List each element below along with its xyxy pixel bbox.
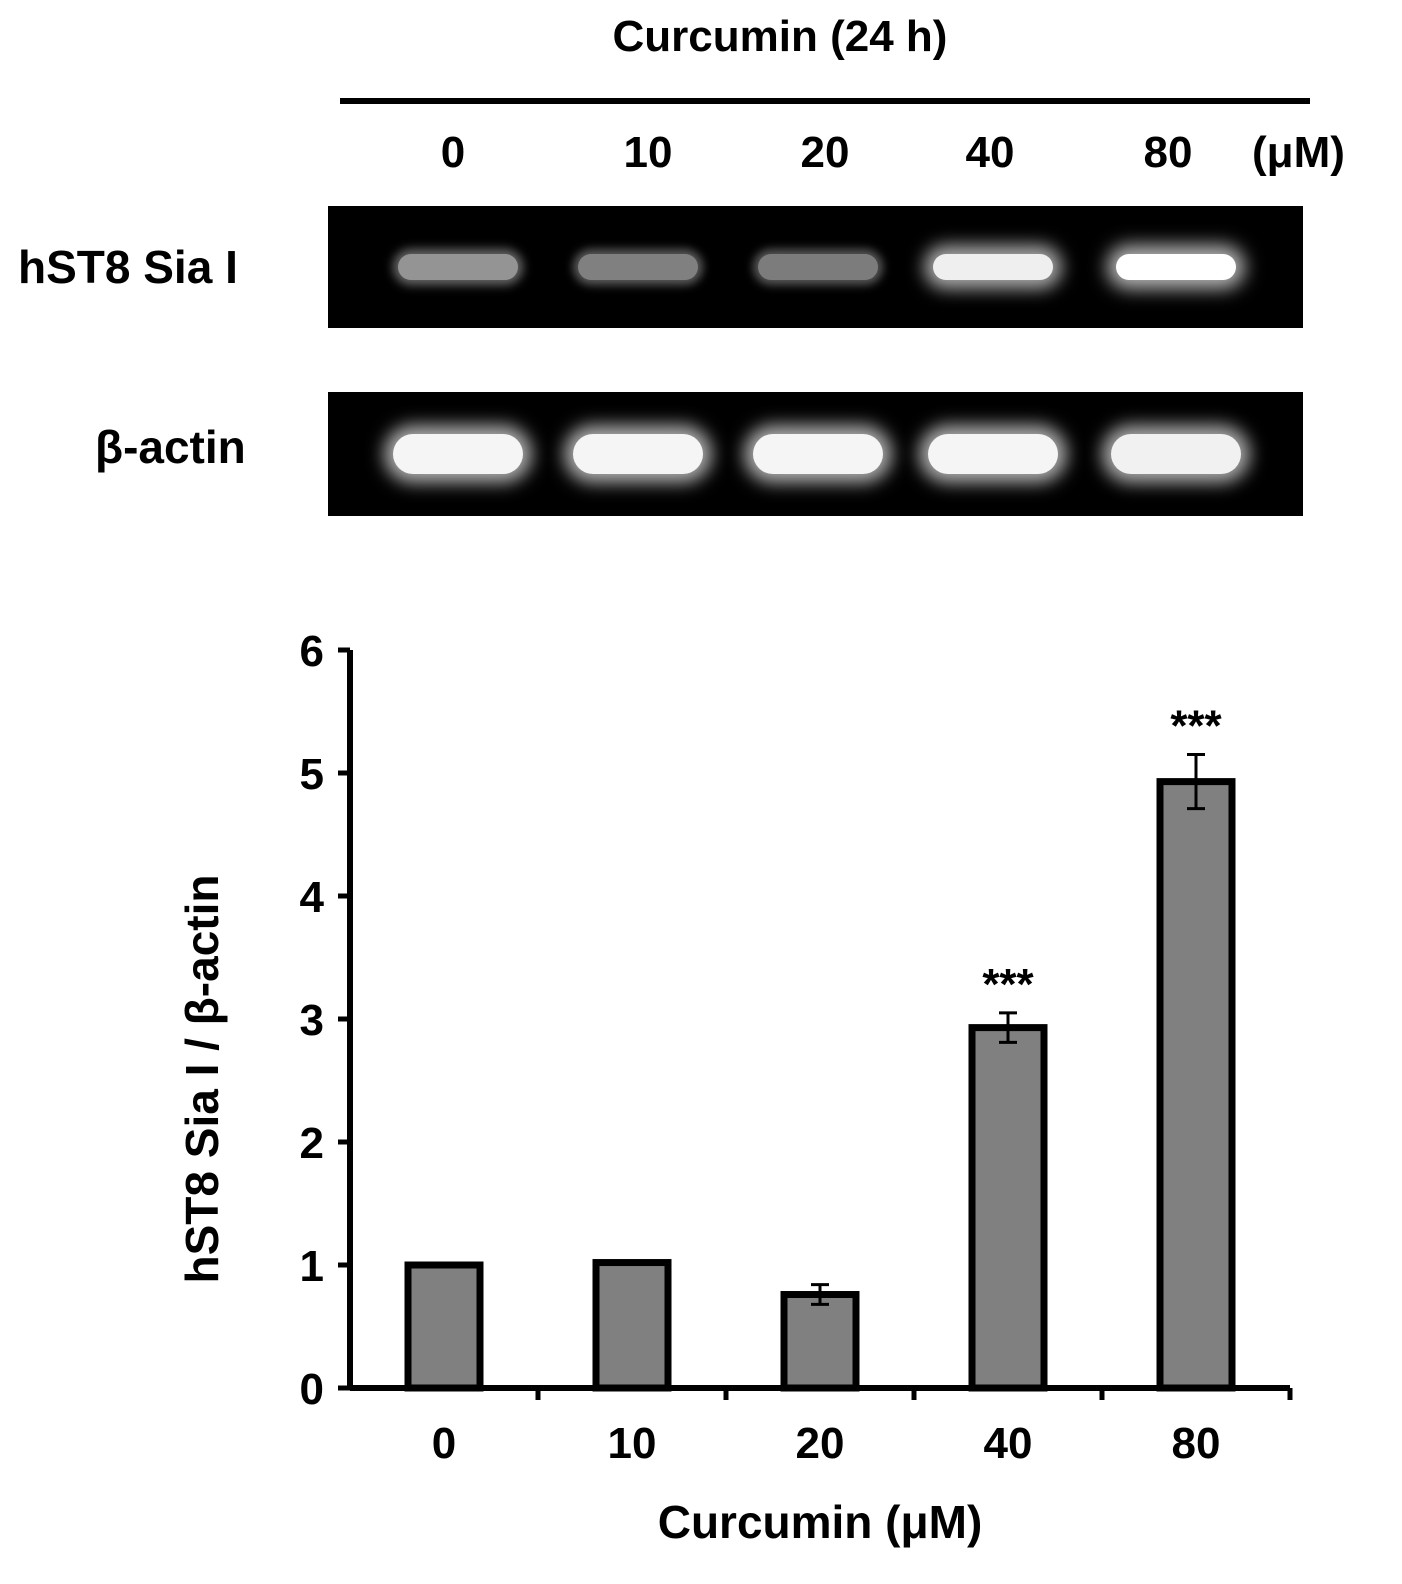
x-tick-label-20: 20 <box>796 1419 845 1468</box>
gel-band-actin-4 <box>1111 434 1241 474</box>
gel-band-actin-3 <box>928 434 1058 474</box>
x-tick-label-40: 40 <box>984 1419 1033 1468</box>
dose-label-10: 10 <box>623 128 673 177</box>
dose-label-0: 0 <box>440 128 466 177</box>
gel-band-actin-0 <box>393 434 523 474</box>
gel-band-actin-2 <box>753 434 883 474</box>
significance-label-40: *** <box>982 960 1034 1009</box>
y-axis-label: hST8 Sia I / β-actin <box>176 875 228 1284</box>
bar-chart: *** *** 0 10 20 40 80 0 1 2 3 4 5 6 Curcumin (μM) hST8… <box>176 627 1293 1548</box>
treatment-bar-line <box>340 98 1310 104</box>
y-tick-label-1: 1 <box>300 1242 324 1291</box>
x-axis-label: Curcumin (μM) <box>658 1496 983 1548</box>
y-tick-label-0: 0 <box>300 1365 324 1414</box>
x-tick-label-0: 0 <box>432 1419 456 1468</box>
y-tick-label-5: 5 <box>300 750 324 799</box>
gel-band-actin-1 <box>573 434 703 474</box>
gel-band-hst8-0 <box>398 254 518 280</box>
bar-40 <box>968 1024 1048 1392</box>
gel-label-hst8: hST8 Sia I <box>18 241 238 293</box>
x-tick-label-80: 80 <box>1172 1419 1221 1468</box>
y-tick-label-6: 6 <box>300 627 324 676</box>
dose-label-80: 80 <box>1143 128 1193 177</box>
bar-0 <box>404 1261 484 1392</box>
dose-label-40: 40 <box>965 128 1015 177</box>
gel-image-hst8 <box>328 206 1303 328</box>
y-tick-label-4: 4 <box>300 873 325 922</box>
y-tick-label-3: 3 <box>300 996 324 1045</box>
bar-80 <box>1156 778 1236 1392</box>
bar-10 <box>592 1259 672 1392</box>
gel-band-hst8-4 <box>1116 254 1236 280</box>
gel-image-actin <box>328 392 1303 516</box>
x-tick-label-10: 10 <box>608 1419 657 1468</box>
gel-band-hst8-2 <box>758 254 878 280</box>
gel-label-actin: β-actin <box>95 421 246 473</box>
dose-label-20: 20 <box>800 128 850 177</box>
dose-unit: (μM) <box>1252 128 1345 177</box>
significance-label-80: *** <box>1170 702 1222 751</box>
gel-band-hst8-1 <box>578 254 698 280</box>
treatment-title: Curcumin (24 h) <box>612 12 948 61</box>
y-tick-label-2: 2 <box>300 1119 324 1168</box>
gel-band-hst8-3 <box>933 254 1053 280</box>
bar-20 <box>780 1291 860 1392</box>
